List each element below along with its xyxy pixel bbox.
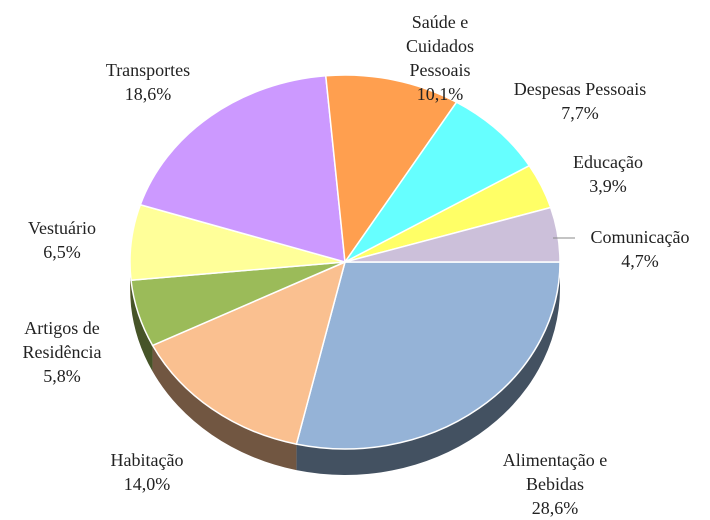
slice	[151, 260, 347, 446]
category-name: Despesas Pessoais	[513, 79, 647, 99]
slice	[324, 74, 458, 265]
value-label: 4,7%	[621, 251, 659, 271]
value-label: 7,7%	[561, 103, 599, 123]
slice-label: Alimentação e Bebidas 28,6%	[490, 448, 620, 520]
slice-side	[296, 262, 560, 475]
value-label: 28,6%	[531, 498, 579, 518]
slice-label: Despesas Pessoais 7,7%	[511, 77, 649, 125]
category-name: Artigos de Residência	[22, 318, 102, 362]
value-label: 5,8%	[43, 366, 81, 386]
slice	[344, 101, 531, 263]
value-label: 6,5%	[43, 242, 81, 262]
category-name: Alimentação e Bebidas	[502, 450, 608, 494]
slice-side	[152, 345, 297, 471]
value-label: 3,9%	[589, 176, 627, 196]
slice-label: Saúde e Cuidados Pessoais 10,1%	[390, 10, 490, 106]
value-label: 14,0%	[123, 474, 171, 494]
slice-label: Transportes 18,6%	[73, 58, 223, 106]
value-label: 18,6%	[124, 84, 172, 104]
category-name: Saúde e Cuidados Pessoais	[405, 12, 474, 80]
slice-side	[131, 280, 153, 372]
slice-label: Comunicação 4,7%	[570, 225, 710, 273]
category-name: Comunicação	[590, 227, 690, 247]
category-name: Habitação	[110, 450, 184, 470]
slice	[139, 74, 346, 264]
category-name: Transportes	[105, 60, 191, 80]
slice-label: Artigos de Residência 5,8%	[7, 316, 117, 388]
slice	[344, 206, 561, 263]
value-label: 10,1%	[416, 84, 464, 104]
slice-label: Habitação 14,0%	[87, 448, 207, 496]
slice-label: Vestuário 6,5%	[7, 216, 117, 264]
slice	[295, 261, 561, 450]
category-name: Vestuário	[28, 218, 96, 238]
slice-label: Educação 3,9%	[553, 150, 663, 198]
category-name: Educação	[573, 152, 643, 172]
